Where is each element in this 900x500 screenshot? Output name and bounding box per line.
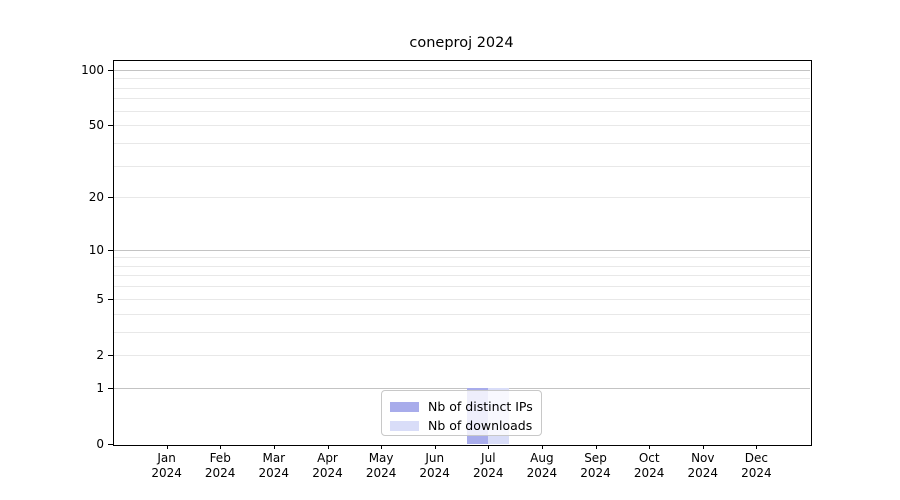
x-tick-month: Apr bbox=[317, 451, 338, 465]
x-axis-tick bbox=[541, 445, 543, 449]
x-tick-year: 2024 bbox=[687, 466, 719, 480]
x-axis-tick bbox=[756, 445, 758, 449]
legend-swatch-distinct-ips bbox=[390, 401, 419, 412]
x-tick-month: Aug bbox=[530, 451, 554, 465]
x-tick-label: Apr 2024 bbox=[300, 451, 356, 481]
legend-item: Nb of distinct IPs bbox=[390, 397, 533, 416]
x-tick-year: 2024 bbox=[151, 466, 182, 480]
x-tick-month: Nov bbox=[691, 451, 715, 465]
gridline-minor bbox=[114, 98, 810, 100]
gridline-minor bbox=[114, 298, 810, 300]
y-axis-tick bbox=[108, 298, 113, 300]
gridline-minor bbox=[114, 110, 810, 112]
gridline-minor bbox=[114, 354, 810, 356]
x-tick-month: Sep bbox=[584, 451, 607, 465]
x-tick-month: May bbox=[368, 451, 394, 465]
x-tick-year: 2024 bbox=[258, 466, 290, 480]
x-axis-tick bbox=[434, 445, 436, 449]
y-axis-tick bbox=[108, 444, 113, 445]
x-tick-year: 2024 bbox=[633, 466, 665, 480]
gridline-minor bbox=[114, 78, 810, 80]
x-tick-label: Mar 2024 bbox=[246, 451, 302, 481]
x-tick-month: Mar bbox=[262, 451, 286, 465]
x-tick-month: Jan bbox=[157, 451, 176, 465]
x-axis-tick bbox=[327, 445, 329, 449]
gridline-minor bbox=[114, 275, 810, 277]
y-tick-label: 20 bbox=[88, 190, 104, 205]
x-axis-tick bbox=[488, 445, 490, 449]
chart-title: coneproj 2024 bbox=[409, 35, 514, 51]
y-axis-tick bbox=[108, 69, 113, 71]
x-axis-tick bbox=[273, 445, 275, 449]
y-axis-tick bbox=[108, 354, 113, 356]
gridline-minor bbox=[114, 313, 810, 315]
x-tick-year: 2024 bbox=[312, 466, 343, 480]
gridline-minor bbox=[114, 257, 810, 259]
x-axis-tick bbox=[220, 445, 222, 449]
gridline-minor bbox=[114, 286, 810, 288]
x-tick-month: Jun bbox=[425, 451, 445, 465]
y-axis-tick bbox=[108, 387, 113, 389]
legend-label: Nb of distinct IPs bbox=[428, 399, 533, 414]
legend-item: Nb of downloads bbox=[390, 416, 532, 435]
gridline-major bbox=[114, 69, 810, 71]
x-tick-year: 2024 bbox=[473, 466, 504, 480]
legend-swatch-downloads bbox=[390, 420, 419, 431]
x-tick-month: Oct bbox=[638, 451, 660, 465]
y-axis-tick bbox=[108, 125, 113, 127]
x-tick-label: Jul 2024 bbox=[460, 451, 516, 481]
y-tick-label: 2 bbox=[96, 347, 104, 362]
x-tick-label: May 2024 bbox=[353, 451, 409, 481]
x-axis-tick bbox=[595, 445, 597, 449]
x-tick-year: 2024 bbox=[365, 466, 397, 480]
x-tick-year: 2024 bbox=[526, 466, 558, 480]
gridline-minor bbox=[114, 331, 810, 333]
x-axis-tick bbox=[649, 445, 651, 449]
gridline-minor bbox=[114, 197, 810, 199]
x-tick-month: Feb bbox=[209, 451, 231, 465]
gridline-minor bbox=[114, 142, 810, 144]
x-tick-year: 2024 bbox=[580, 466, 611, 480]
legend: Nb of distinct IPs Nb of downloads bbox=[381, 390, 542, 436]
x-axis-tick bbox=[381, 445, 383, 449]
x-tick-month: Dec bbox=[744, 451, 768, 465]
x-tick-label: Feb 2024 bbox=[192, 451, 248, 481]
x-tick-year: 2024 bbox=[204, 466, 236, 480]
gridline-major bbox=[114, 249, 810, 251]
x-tick-year: 2024 bbox=[419, 466, 450, 480]
y-tick-label: 50 bbox=[88, 118, 104, 133]
x-tick-year: 2024 bbox=[741, 466, 772, 480]
y-axis-tick bbox=[108, 249, 113, 251]
gridline-minor bbox=[114, 265, 810, 267]
legend-label: Nb of downloads bbox=[428, 418, 533, 433]
x-axis-tick bbox=[702, 445, 704, 449]
y-tick-label: 10 bbox=[88, 242, 104, 257]
x-tick-label: Oct 2024 bbox=[621, 451, 677, 481]
y-tick-label: 1 bbox=[96, 380, 104, 395]
gridline-major bbox=[114, 387, 810, 389]
x-tick-label: Aug 2024 bbox=[514, 451, 570, 481]
x-tick-month: Jul bbox=[481, 451, 496, 465]
x-axis-tick bbox=[166, 445, 168, 449]
y-tick-label: 100 bbox=[81, 62, 104, 77]
gridline-minor bbox=[114, 87, 810, 89]
x-tick-label: Jan 2024 bbox=[139, 451, 195, 481]
gridline-minor bbox=[114, 125, 810, 127]
y-axis-tick bbox=[108, 197, 113, 199]
x-tick-label: Nov 2024 bbox=[675, 451, 731, 481]
y-tick-label: 5 bbox=[96, 291, 104, 306]
x-tick-label: Jun 2024 bbox=[407, 451, 463, 481]
y-tick-label: 0 bbox=[96, 437, 104, 451]
x-tick-label: Dec 2024 bbox=[728, 451, 784, 481]
x-tick-label: Sep 2024 bbox=[568, 451, 624, 481]
gridline-minor bbox=[114, 165, 810, 167]
